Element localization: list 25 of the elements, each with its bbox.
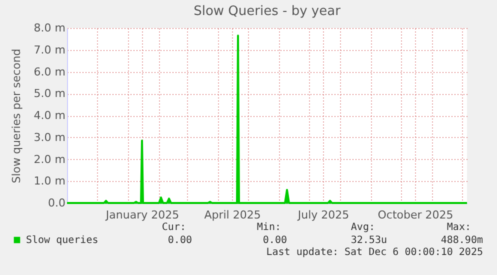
text: Last update: Sat Dec 6 00:00:10 2025 <box>266 247 483 258</box>
y-tick-label: 2.0 m <box>34 152 66 166</box>
x-tick-label: October 2025 <box>378 208 454 222</box>
y-tick-label: 7.0 m <box>34 43 66 56</box>
text: 488.90m <box>440 235 483 246</box>
legend-label: Slow queries <box>26 235 98 246</box>
text: Cur: <box>162 222 186 233</box>
y-axis-title: Slow queries per second <box>10 48 23 184</box>
chart-title: Slow Queries - by year <box>194 4 342 19</box>
x-tick-label: April 2025 <box>204 208 261 222</box>
y-tick-label: 1.0 m <box>34 174 66 188</box>
y-tick-label: 3.0 m <box>34 130 66 144</box>
y-tick-label: 8.0 m <box>34 22 66 34</box>
text: Avg: <box>350 222 375 233</box>
text: 32.53u <box>350 235 387 246</box>
text: 0.00 <box>262 235 287 246</box>
y-tick-label: 5.0 m <box>34 87 66 100</box>
y-tick-label: 6.0 m <box>34 65 66 78</box>
y-tick-label: 0.0 <box>48 196 66 210</box>
x-tick-label: January 2025 <box>104 208 180 222</box>
y-tick-label: 4.0 m <box>34 109 66 122</box>
text: Min: <box>256 222 281 233</box>
text: Max: <box>446 222 471 233</box>
text: 0.00 <box>168 235 192 246</box>
x-tick-label: July 2025 <box>296 208 350 222</box>
